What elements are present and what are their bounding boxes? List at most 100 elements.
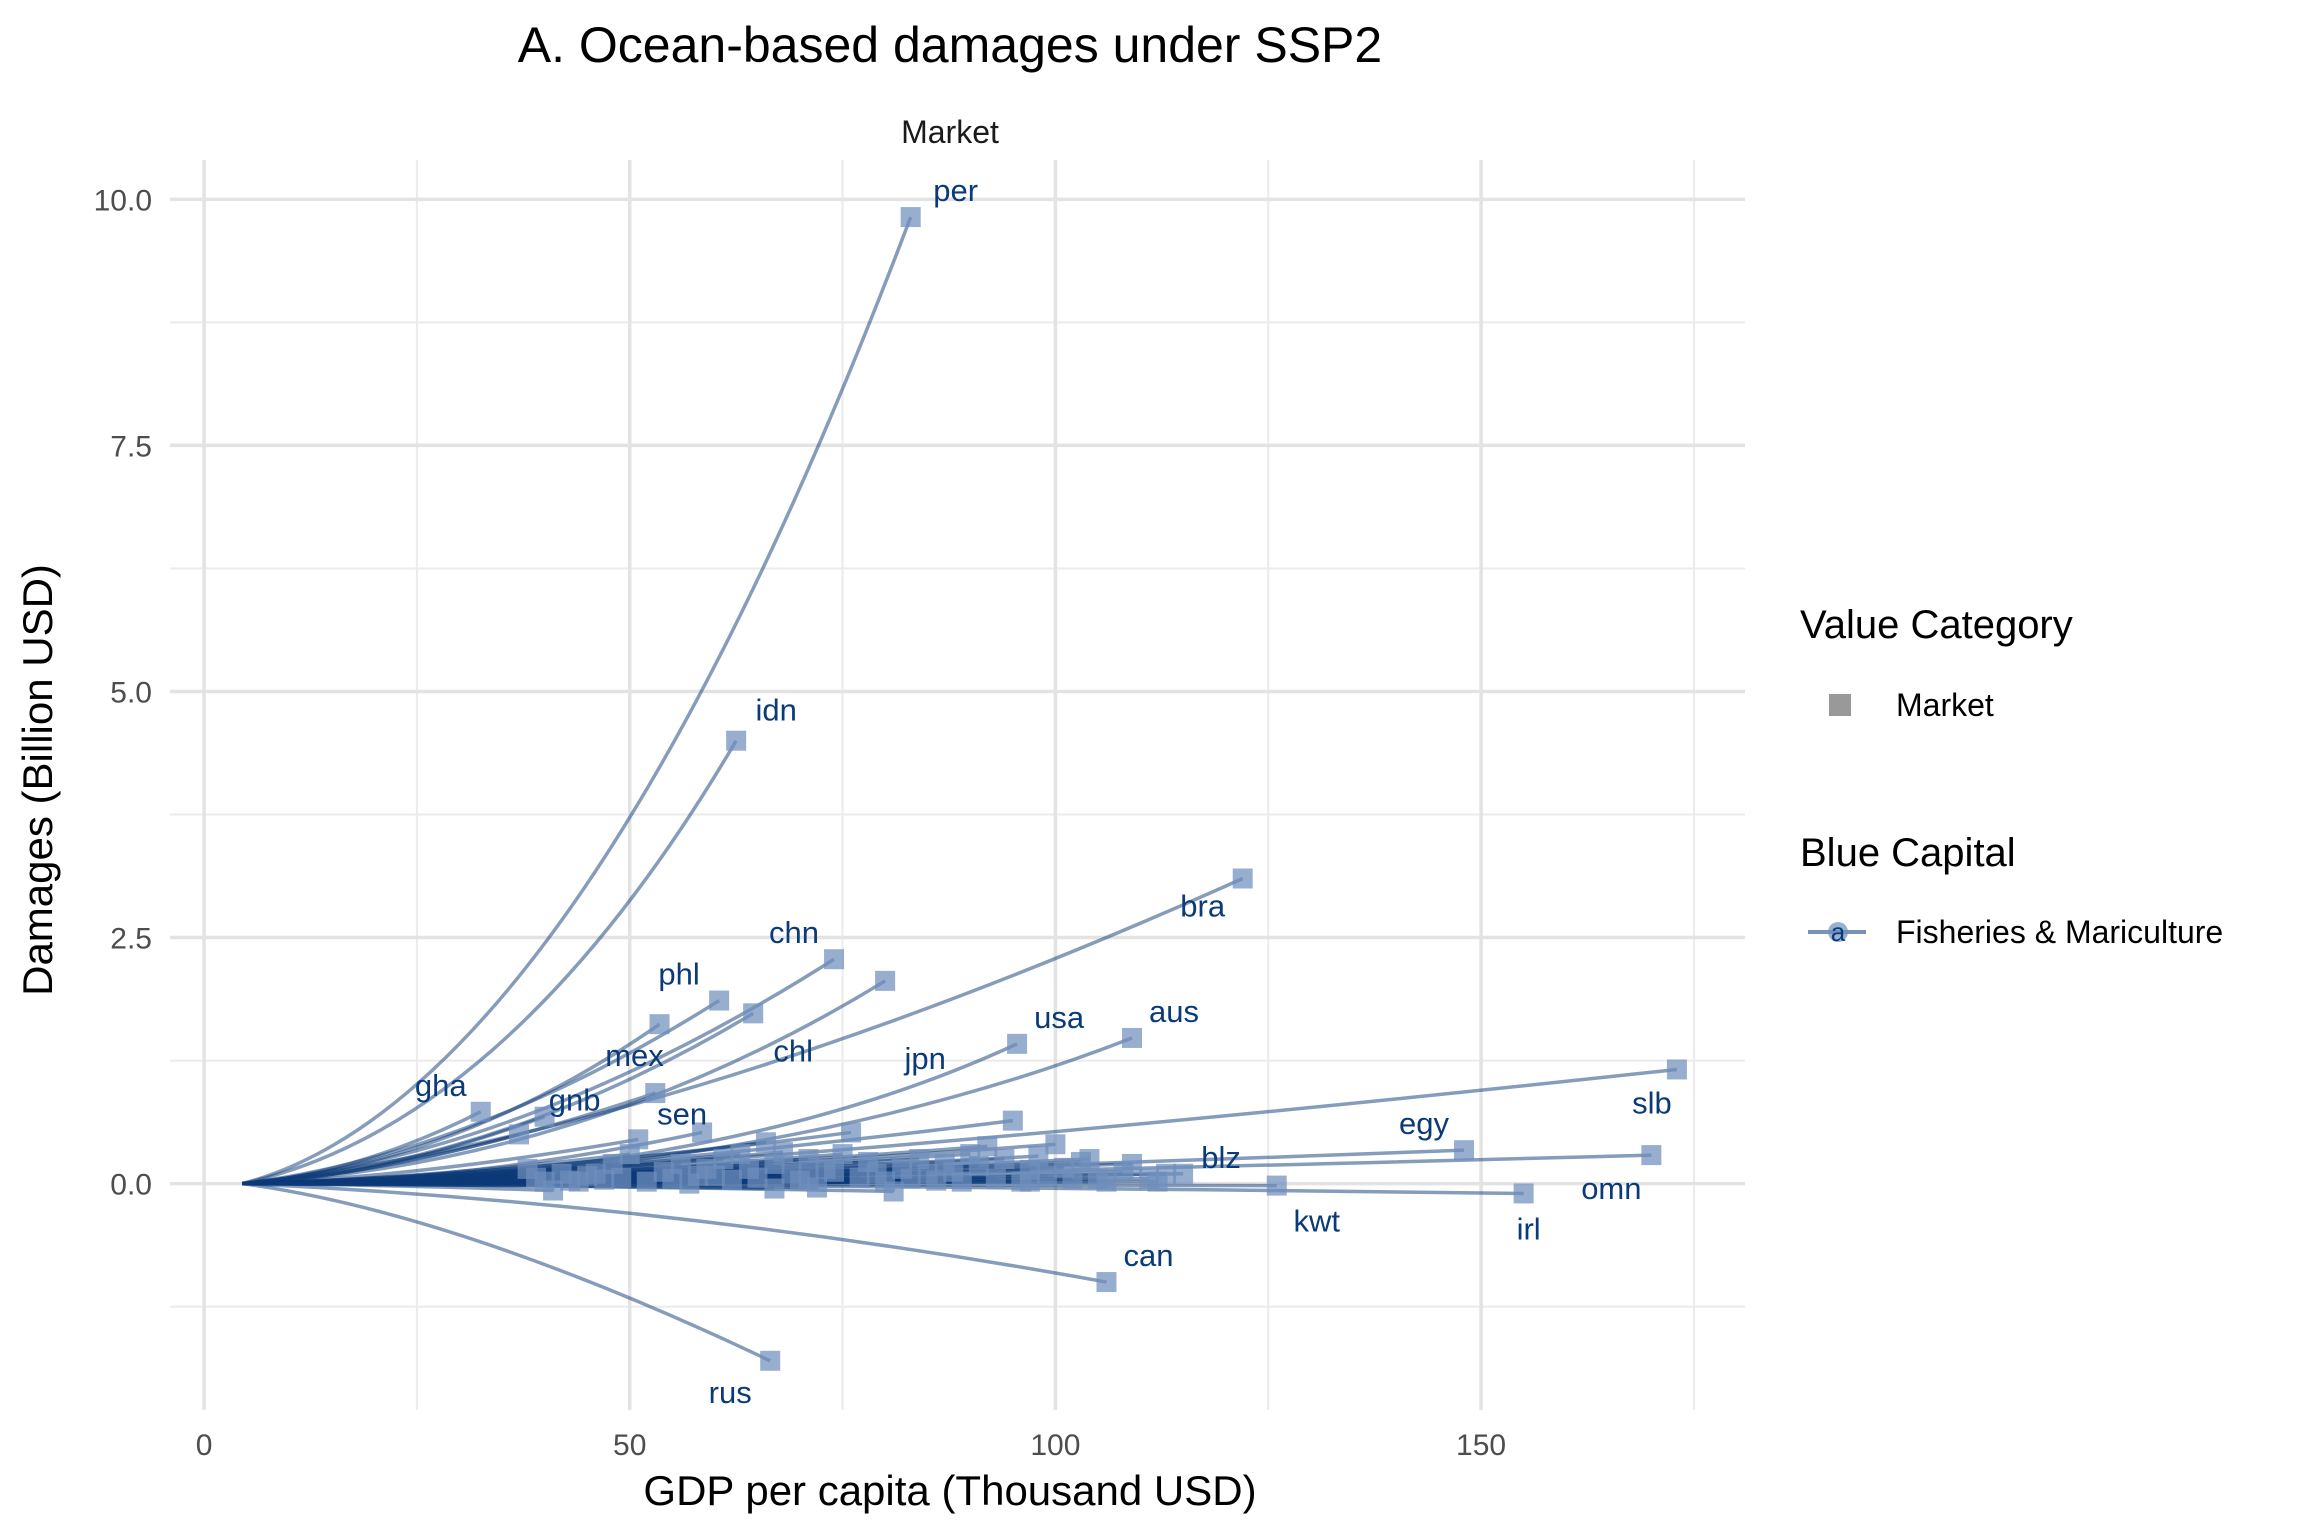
data-point: [1232, 868, 1253, 889]
data-point: [636, 1171, 657, 1192]
data-point: [470, 1101, 491, 1122]
data-point: [755, 1132, 776, 1153]
data-point: [824, 1161, 845, 1182]
legend-value-category-title: Value Category: [1800, 603, 2073, 647]
data-point: [1045, 1134, 1066, 1155]
x-tick-label: 0: [196, 1429, 213, 1462]
data-point: [968, 1155, 989, 1176]
point-labels: per idn bra chn jpn phl chl mex usa aus gha gnb sen s…: [415, 173, 1672, 1410]
point-label-kwt: kwt: [1294, 1204, 1341, 1239]
data-point: [534, 1106, 555, 1127]
series-line: [242, 876, 1244, 1186]
series-markers: [470, 207, 1687, 1371]
y-axis-title: Damages (Billion USD): [14, 564, 61, 996]
point-label-irl: irl: [1517, 1211, 1541, 1246]
data-point: [1002, 1110, 1023, 1131]
data-point: [704, 1165, 725, 1186]
point-label-per: per: [933, 173, 978, 208]
data-point: [926, 1170, 947, 1191]
point-label-aus: aus: [1149, 994, 1199, 1029]
data-point: [1454, 1140, 1475, 1161]
data-point: [1122, 1153, 1143, 1174]
data-point: [687, 1165, 708, 1186]
legend-fisheries-key-marker: [1828, 922, 1848, 942]
data-point: [1019, 1171, 1040, 1192]
data-point: [594, 1169, 615, 1190]
point-label-omn: omn: [1581, 1171, 1641, 1206]
series-line: [241, 739, 738, 1186]
point-label-mex: mex: [605, 1038, 664, 1073]
data-point: [1007, 1033, 1028, 1054]
legend: Value Category Market Blue Capital a Fis…: [1800, 603, 2223, 950]
point-label-can: can: [1123, 1238, 1173, 1273]
data-point: [760, 1350, 781, 1371]
data-point: [977, 1136, 998, 1157]
data-point: [849, 1167, 870, 1188]
x-tick-label: 100: [1030, 1429, 1080, 1462]
point-label-chl: chl: [773, 1033, 813, 1068]
data-point: [1156, 1163, 1177, 1184]
data-point: [994, 1149, 1015, 1170]
point-label-idn: idn: [755, 693, 796, 728]
data-point: [509, 1124, 530, 1145]
y-tick-label: 2.5: [110, 923, 152, 956]
legend-blue-capital-title: Blue Capital: [1800, 831, 2016, 875]
data-point: [900, 207, 921, 228]
data-point: [645, 1083, 666, 1104]
y-axis-ticks: 0.0 2.5 5.0 7.5 10.0: [94, 184, 152, 1201]
data-point: [1173, 1163, 1194, 1184]
data-point: [726, 730, 747, 751]
data-point: [1028, 1146, 1049, 1167]
data-point: [1266, 1175, 1287, 1196]
legend-fisheries-key-glyph: a: [1831, 917, 1846, 947]
point-label-egy: egy: [1399, 1106, 1449, 1141]
data-point: [577, 1165, 598, 1186]
x-axis-title: GDP per capita (Thousand USD): [643, 1467, 1256, 1514]
data-point: [713, 1149, 734, 1170]
x-tick-label: 150: [1456, 1429, 1506, 1462]
data-point: [653, 1161, 674, 1182]
chart-title: A. Ocean-based damages under SSP2: [518, 17, 1382, 73]
data-point: [649, 1014, 670, 1035]
facet-label: Market: [901, 114, 999, 150]
y-tick-label: 7.5: [110, 430, 152, 463]
data-point: [1666, 1059, 1687, 1080]
data-point: [526, 1167, 547, 1188]
data-point: [832, 1144, 853, 1165]
data-point: [875, 970, 896, 991]
data-point: [709, 990, 730, 1011]
series-line: [242, 1181, 771, 1363]
data-point: [628, 1129, 649, 1150]
data-point: [692, 1122, 713, 1143]
data-point: [764, 1178, 785, 1199]
data-point: [1513, 1183, 1534, 1204]
point-label-slb: slb: [1632, 1085, 1672, 1120]
data-point: [1122, 1027, 1143, 1048]
data-point: [798, 1149, 819, 1170]
data-point: [900, 1168, 921, 1189]
data-point: [743, 1003, 764, 1024]
point-label-gnb: gnb: [549, 1083, 601, 1118]
point-label-usa: usa: [1034, 1000, 1085, 1035]
point-label-rus: rus: [709, 1375, 752, 1410]
legend-market-label: Market: [1896, 687, 1994, 723]
legend-fisheries-label: Fisheries & Mariculture: [1896, 914, 2223, 950]
data-point: [985, 1168, 1006, 1189]
legend-market-key: [1829, 694, 1851, 716]
data-point: [951, 1171, 972, 1192]
series-line: [241, 216, 913, 1186]
point-label-bra: bra: [1180, 889, 1226, 924]
y-tick-label: 10.0: [94, 184, 152, 217]
x-tick-label: 50: [613, 1429, 646, 1462]
point-label-sen: sen: [657, 1096, 707, 1131]
data-point: [772, 1142, 793, 1163]
data-point: [1079, 1149, 1100, 1170]
data-point: [1096, 1272, 1117, 1293]
data-point: [1641, 1145, 1662, 1166]
data-point: [1036, 1165, 1057, 1186]
point-label-chn: chn: [769, 915, 819, 950]
grid: [170, 160, 1745, 1410]
point-label-phl: phl: [658, 957, 699, 992]
series-line: [242, 1181, 1107, 1284]
